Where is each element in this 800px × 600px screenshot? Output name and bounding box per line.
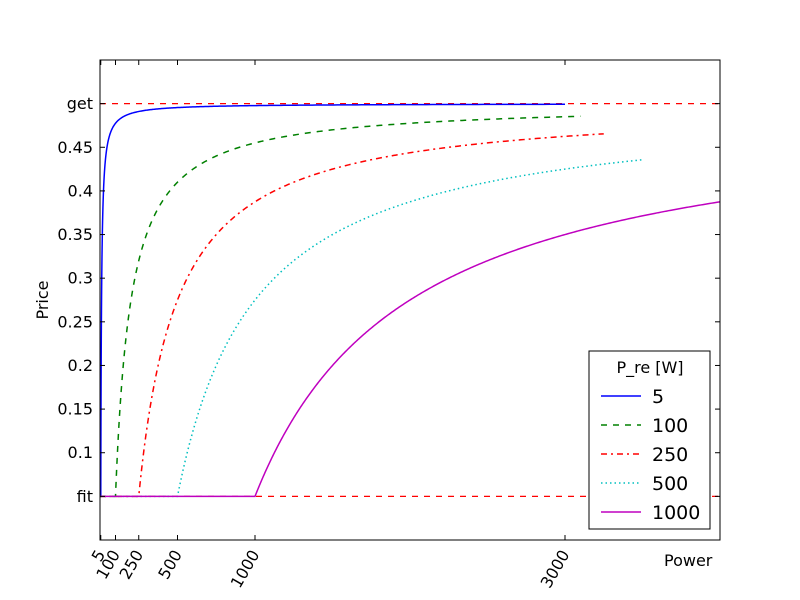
y-tick-label: get bbox=[67, 94, 93, 113]
series-line-5 bbox=[100, 103, 566, 498]
y-tick-label: 0.45 bbox=[57, 138, 93, 157]
y-tick-label: 0.15 bbox=[57, 400, 93, 419]
x-tick-label: 250 bbox=[115, 547, 147, 583]
x-tick-label: 3000 bbox=[537, 547, 574, 592]
y-tick-label: 0.2 bbox=[68, 356, 93, 375]
legend-label-500: 500 bbox=[652, 473, 688, 495]
x-axis-label: Power bbox=[664, 551, 713, 570]
legend-label-1000: 1000 bbox=[652, 502, 700, 524]
y-tick-label: 0.3 bbox=[68, 269, 93, 288]
y-tick-label: 0.25 bbox=[57, 312, 93, 331]
series-line-500 bbox=[100, 158, 643, 498]
legend-label-5: 5 bbox=[652, 386, 664, 408]
legend-label-100: 100 bbox=[652, 415, 688, 437]
plot-frame bbox=[99, 59, 721, 541]
y-tick-label: fit bbox=[77, 487, 93, 506]
y-tick-label: 0.1 bbox=[68, 443, 93, 462]
x-tick-label: 500 bbox=[154, 547, 186, 583]
x-tick-label: 1000 bbox=[227, 547, 264, 592]
series-line-1000 bbox=[100, 201, 720, 498]
series-line-250 bbox=[100, 133, 604, 498]
y-axis-label: Price bbox=[33, 280, 52, 319]
legend-items: 5 100 250 500 1000 bbox=[601, 386, 700, 524]
y-tick-label: 0.4 bbox=[68, 181, 93, 200]
legend-title: P_re [W] bbox=[616, 358, 683, 378]
legend: P_re [W] 5 100 250 500 1000 bbox=[588, 350, 711, 530]
y-tick-label: 0.35 bbox=[57, 225, 93, 244]
series-line-100 bbox=[100, 115, 581, 498]
legend-box bbox=[588, 350, 711, 530]
series-layer bbox=[100, 103, 720, 498]
legend-label-250: 250 bbox=[652, 444, 688, 466]
